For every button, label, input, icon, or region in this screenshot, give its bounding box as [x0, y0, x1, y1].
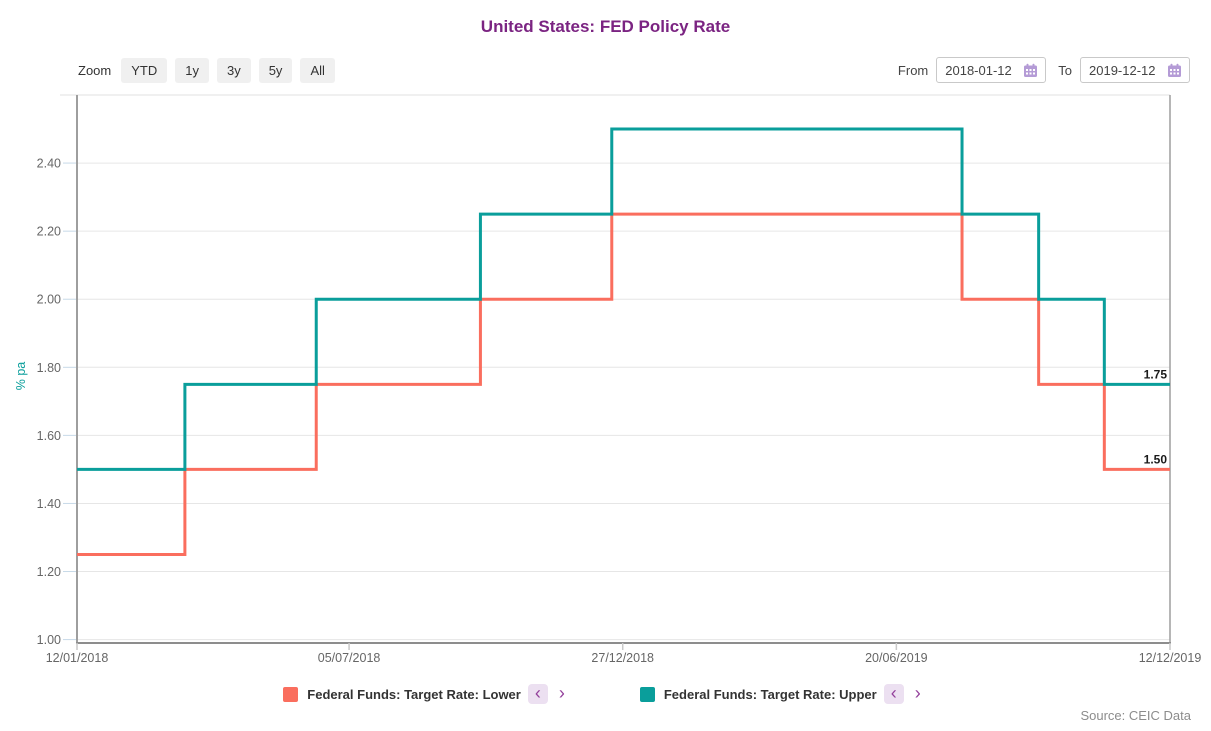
- zoom-button-ytd[interactable]: YTD: [121, 57, 168, 83]
- legend-label-upper: Federal Funds: Target Rate: Upper: [663, 686, 877, 702]
- x-axis-label: 20/06/2019: [865, 651, 928, 665]
- x-axis-label: 12/01/2018: [46, 651, 109, 665]
- x-axis-label: 27/12/2018: [591, 651, 654, 665]
- legend-item-upper[interactable]: Federal Funds: Target Rate: Upper ‹ ›: [639, 683, 928, 704]
- y-axis-label: 1.00: [37, 633, 61, 647]
- zoom-button-all[interactable]: All: [300, 57, 335, 83]
- legend: Federal Funds: Target Rate: Lower ‹ › Fe…: [0, 684, 1211, 704]
- from-date-input[interactable]: [945, 62, 1020, 78]
- page-title: United States: FED Policy Rate: [480, 17, 731, 36]
- source-note: Source: CEIC Data: [1080, 708, 1191, 723]
- legend-item-lower[interactable]: Federal Funds: Target Rate: Lower ‹ ›: [283, 684, 572, 704]
- y-axis-label: 2.00: [37, 293, 61, 307]
- calendar-icon[interactable]: [1023, 63, 1038, 78]
- y-axis-label: 1.20: [37, 565, 61, 579]
- chevron-right-icon[interactable]: ›: [558, 683, 565, 703]
- calendar-icon[interactable]: [1167, 63, 1182, 78]
- series-end-label: 1.50: [1144, 452, 1168, 466]
- y-axis-label: 1.80: [37, 361, 61, 375]
- zoom-label: Zoom: [78, 62, 112, 78]
- series-marker-upper: [639, 686, 655, 702]
- chevron-right-icon[interactable]: ›: [914, 683, 921, 703]
- y-axis-label: 1.60: [37, 429, 61, 443]
- from-date-box[interactable]: [936, 57, 1047, 83]
- x-axis-label: 05/07/2018: [318, 651, 381, 665]
- y-axis-label: 2.20: [37, 225, 61, 239]
- zoom-button-3y[interactable]: 3y: [216, 57, 251, 83]
- series-line-1: [77, 127, 1170, 471]
- to-label: To: [1058, 62, 1072, 78]
- zoom-button-1y[interactable]: 1y: [175, 57, 209, 83]
- to-date-input[interactable]: [1089, 62, 1163, 78]
- series-end-label: 1.75: [1144, 367, 1168, 381]
- toolbar: Zoom YTD 1y 3y 5y All From To: [78, 57, 1190, 83]
- chart-plot-area: 1.00 1.20 1.40 1.60 1.80 2.00 2.20 2.40 12/01/20…: [14, 94, 1202, 665]
- series-marker-lower: [283, 686, 299, 702]
- chevron-left-icon[interactable]: ‹: [883, 684, 904, 704]
- y-axis-label: 1.40: [37, 497, 61, 511]
- chevron-left-icon[interactable]: ‹: [527, 684, 548, 704]
- series-line-0: [77, 212, 1170, 557]
- to-date-box[interactable]: [1080, 57, 1190, 83]
- x-axis-label: 12/12/2019: [1139, 651, 1202, 665]
- zoom-button-5y[interactable]: 5y: [258, 57, 293, 83]
- from-label: From: [897, 62, 929, 78]
- date-range-group: From To: [898, 57, 1190, 83]
- y-axis-title: % pa: [14, 362, 28, 391]
- legend-label-lower: Federal Funds: Target Rate: Lower: [307, 686, 521, 702]
- y-axis-label: 2.40: [37, 157, 61, 171]
